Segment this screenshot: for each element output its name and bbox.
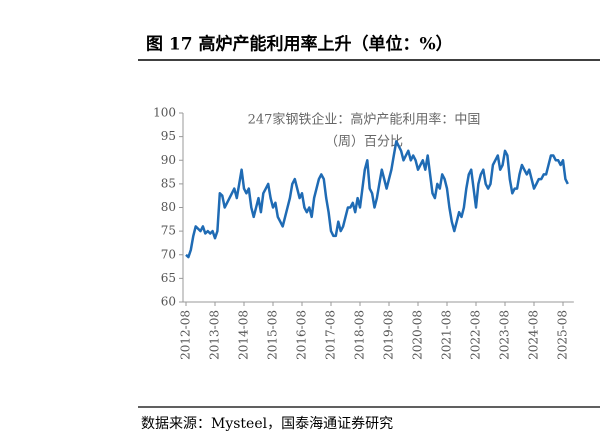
x-tick-label: 2017-08 [324,310,338,360]
x-tick-label: 2016-08 [295,310,309,360]
x-tick-label: 2018-08 [353,310,367,360]
x-tick-label: 2014-08 [237,310,251,360]
y-tick-label: 70 [161,247,176,261]
line-series [185,140,569,259]
x-tick-label: 2021-08 [440,310,454,360]
x-tick-label: 2024-08 [527,310,541,360]
y-tick-label: 95 [161,129,176,143]
x-tick-label: 2015-08 [266,310,280,360]
y-tick-label: 90 [161,153,176,167]
y-tick-label: 60 [161,295,176,309]
x-tick-label: 2023-08 [498,310,512,360]
x-tick-label: 2019-08 [382,310,396,360]
x-tick-label: 2025-08 [556,310,570,360]
y-tick-label: 80 [161,200,176,214]
annotation: （周）百分比 [325,135,403,150]
x-tick-label: 2013-08 [208,310,222,360]
source: 数据来源：Mysteel，国泰海通证券研究 [141,416,393,432]
y-tick-label: 65 [161,271,176,285]
y-tick-label: 100 [153,106,176,120]
annotation: 247家钢铁企业：高炉产能利用率：中国 [248,112,481,128]
x-tick-label: 2022-08 [469,310,483,360]
y-tick-label: 75 [161,224,176,238]
x-tick-label: 2020-08 [411,310,425,360]
chart-title: 图 17 高炉产能利用率上升（单位：%） [146,34,453,55]
x-tick-label: 2012-08 [179,310,193,360]
y-tick-label: 85 [161,176,176,190]
